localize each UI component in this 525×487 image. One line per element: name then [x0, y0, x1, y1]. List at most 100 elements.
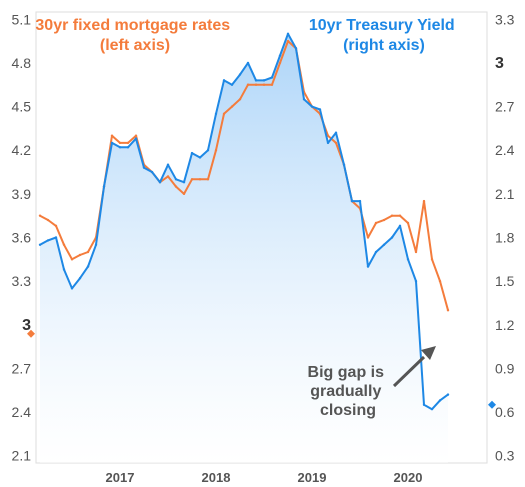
data-point [230, 105, 234, 108]
data-point [390, 236, 394, 239]
data-point [430, 407, 434, 411]
data-point [406, 221, 410, 225]
data-point [126, 141, 130, 145]
right-tick-label: 1.5 [495, 273, 515, 289]
x-tick-label: 2017 [106, 470, 135, 485]
data-point [302, 98, 306, 101]
data-point [198, 178, 202, 181]
left-tick-label: 3.3 [12, 273, 32, 289]
data-point [214, 112, 218, 116]
series-line [39, 32, 449, 411]
data-point [174, 178, 178, 181]
right-axis-3-marker [488, 400, 496, 409]
data-point [358, 199, 362, 203]
data-point [142, 166, 146, 169]
legend-mortgage-title: 30yr fixed mortgage rates [35, 17, 230, 34]
data-point [70, 287, 74, 290]
right-axis-ticks: 3.3 3 2.7 2.4 2.1 1.8 1.5 1.2 0.9 0.6 0.3 [495, 11, 515, 463]
right-tick-label: 0.3 [495, 448, 515, 464]
data-point [254, 83, 258, 86]
data-point [78, 253, 82, 257]
data-point [398, 214, 402, 217]
data-point [46, 218, 50, 222]
data-point [246, 83, 250, 86]
data-point [366, 265, 370, 268]
left-tick-label: 5.1 [12, 11, 32, 27]
data-point [182, 192, 186, 196]
data-point [38, 243, 42, 246]
left-tick-label: 2.4 [12, 404, 32, 420]
data-point [102, 185, 106, 188]
right-tick-label: 2.4 [495, 142, 515, 158]
left-axis-3-marker [27, 329, 35, 338]
data-point [110, 134, 114, 137]
data-point [398, 224, 402, 228]
data-point [270, 83, 274, 86]
data-point [438, 399, 442, 402]
data-point [238, 98, 242, 101]
data-point [270, 76, 274, 79]
data-point [190, 151, 194, 155]
legend-treasury: 10yr Treasury Yield (right axis) [309, 17, 459, 54]
right-tick-label: 2.1 [495, 186, 515, 202]
data-point [70, 258, 74, 261]
data-point [222, 79, 226, 82]
data-point [118, 146, 122, 149]
annotation-arrow-shaft [392, 355, 426, 388]
data-point [382, 218, 386, 222]
x-tick-label: 2018 [202, 470, 231, 485]
data-point [134, 137, 138, 140]
data-point [214, 149, 218, 152]
data-point [374, 221, 378, 225]
annotation-line-3: closing [320, 402, 376, 419]
data-point [54, 224, 58, 228]
data-point [190, 178, 194, 181]
data-point [222, 112, 226, 116]
data-point [430, 258, 434, 261]
data-point [438, 279, 442, 283]
right-tick-label: 3 [495, 55, 504, 72]
data-point [286, 32, 290, 36]
data-point [198, 156, 202, 159]
data-point [262, 83, 266, 86]
data-point [238, 73, 242, 76]
treasury-area-fill [40, 33, 448, 464]
left-tick-label: 2.7 [12, 360, 32, 376]
data-point [262, 79, 266, 82]
data-point [166, 163, 170, 166]
left-tick-label: 3 [22, 317, 31, 334]
x-axis-ticks: 2017 2018 2019 2020 [106, 470, 423, 485]
annotation-arrow-head [421, 346, 436, 360]
data-point [334, 141, 338, 145]
data-point [350, 199, 354, 203]
legend-mortgage: 30yr fixed mortgage rates (left axis) [35, 17, 234, 54]
data-point [54, 236, 58, 239]
data-point [46, 239, 50, 242]
data-point [134, 134, 138, 137]
data-point [254, 79, 258, 82]
left-tick-label: 3.9 [12, 186, 32, 202]
data-point [342, 163, 346, 166]
right-tick-label: 0.9 [495, 360, 515, 376]
data-point [422, 403, 426, 407]
data-point [174, 185, 178, 188]
data-point [126, 146, 130, 149]
data-point [278, 54, 282, 57]
data-point [166, 175, 170, 178]
data-point [246, 61, 250, 65]
data-point [182, 181, 186, 184]
annotation-line-2: gradually [310, 383, 381, 400]
left-tick-label: 4.5 [12, 99, 32, 115]
annotation-text: Big gap is gradually closing [308, 364, 389, 419]
right-tick-label: 1.8 [495, 230, 515, 246]
data-point [414, 250, 418, 254]
data-point [334, 131, 338, 134]
data-point [86, 265, 90, 268]
left-tick-label: 4.2 [12, 142, 32, 158]
right-tick-label: 0.6 [495, 404, 515, 420]
data-point [230, 83, 234, 86]
data-point [326, 141, 330, 145]
data-point [206, 149, 210, 152]
data-point [38, 214, 42, 217]
